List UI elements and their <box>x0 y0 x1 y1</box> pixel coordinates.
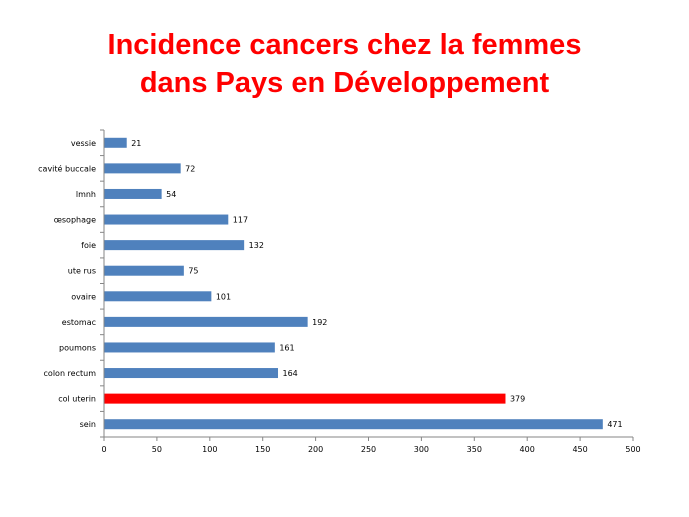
category-label: poumons <box>59 343 96 352</box>
category-label: sein <box>80 420 96 429</box>
x-tick-label: 350 <box>467 445 482 454</box>
bar <box>104 393 506 404</box>
data-label: 101 <box>216 292 231 301</box>
chart-title-line-2: dans Pays en Développement <box>139 67 550 99</box>
category-label: ute rus <box>68 267 96 276</box>
data-label: 192 <box>312 318 327 327</box>
data-label: 54 <box>166 190 176 199</box>
data-label: 132 <box>249 241 264 250</box>
bar <box>104 419 603 430</box>
bar <box>104 316 308 327</box>
x-tick-label: 100 <box>202 445 217 454</box>
category-label: colon rectum <box>44 369 97 378</box>
data-label: 164 <box>283 369 298 378</box>
data-label: 72 <box>185 164 195 173</box>
category-label: cavité buccale <box>38 163 96 173</box>
bar <box>104 265 184 276</box>
x-tick-label: 50 <box>152 445 162 454</box>
x-tick-label: 0 <box>101 445 106 454</box>
x-tick-label: 200 <box>308 445 323 454</box>
chart-title: Incidence cancers chez la femmes dans Pa… <box>0 26 689 102</box>
data-label: 21 <box>131 139 141 148</box>
category-label: ovaire <box>71 292 96 301</box>
x-tick-label: 250 <box>361 445 376 454</box>
category-label: foie <box>81 241 96 250</box>
bar <box>104 163 181 174</box>
bar <box>104 188 162 199</box>
x-tick-label: 150 <box>255 445 270 454</box>
bar <box>104 137 127 148</box>
bar <box>104 342 275 353</box>
x-tick-label: 500 <box>625 445 640 454</box>
data-label: 379 <box>510 395 525 404</box>
bar <box>104 214 229 225</box>
data-label: 161 <box>279 343 294 352</box>
bar <box>104 291 212 302</box>
data-label: 117 <box>233 216 248 225</box>
bar <box>104 368 279 379</box>
category-label: estomac <box>62 318 96 327</box>
x-tick-label: 300 <box>414 445 429 454</box>
data-label: 471 <box>607 420 622 429</box>
category-label: col uterin <box>58 395 96 404</box>
x-tick-label: 450 <box>572 445 587 454</box>
chart-title-line-1: Incidence cancers chez la femmes <box>107 29 582 61</box>
category-label: œsophage <box>54 216 96 225</box>
category-label: vessie <box>71 139 96 148</box>
category-label: lmnh <box>76 190 96 199</box>
data-label: 75 <box>188 267 198 276</box>
bar <box>104 240 245 251</box>
x-tick-label: 400 <box>520 445 535 454</box>
